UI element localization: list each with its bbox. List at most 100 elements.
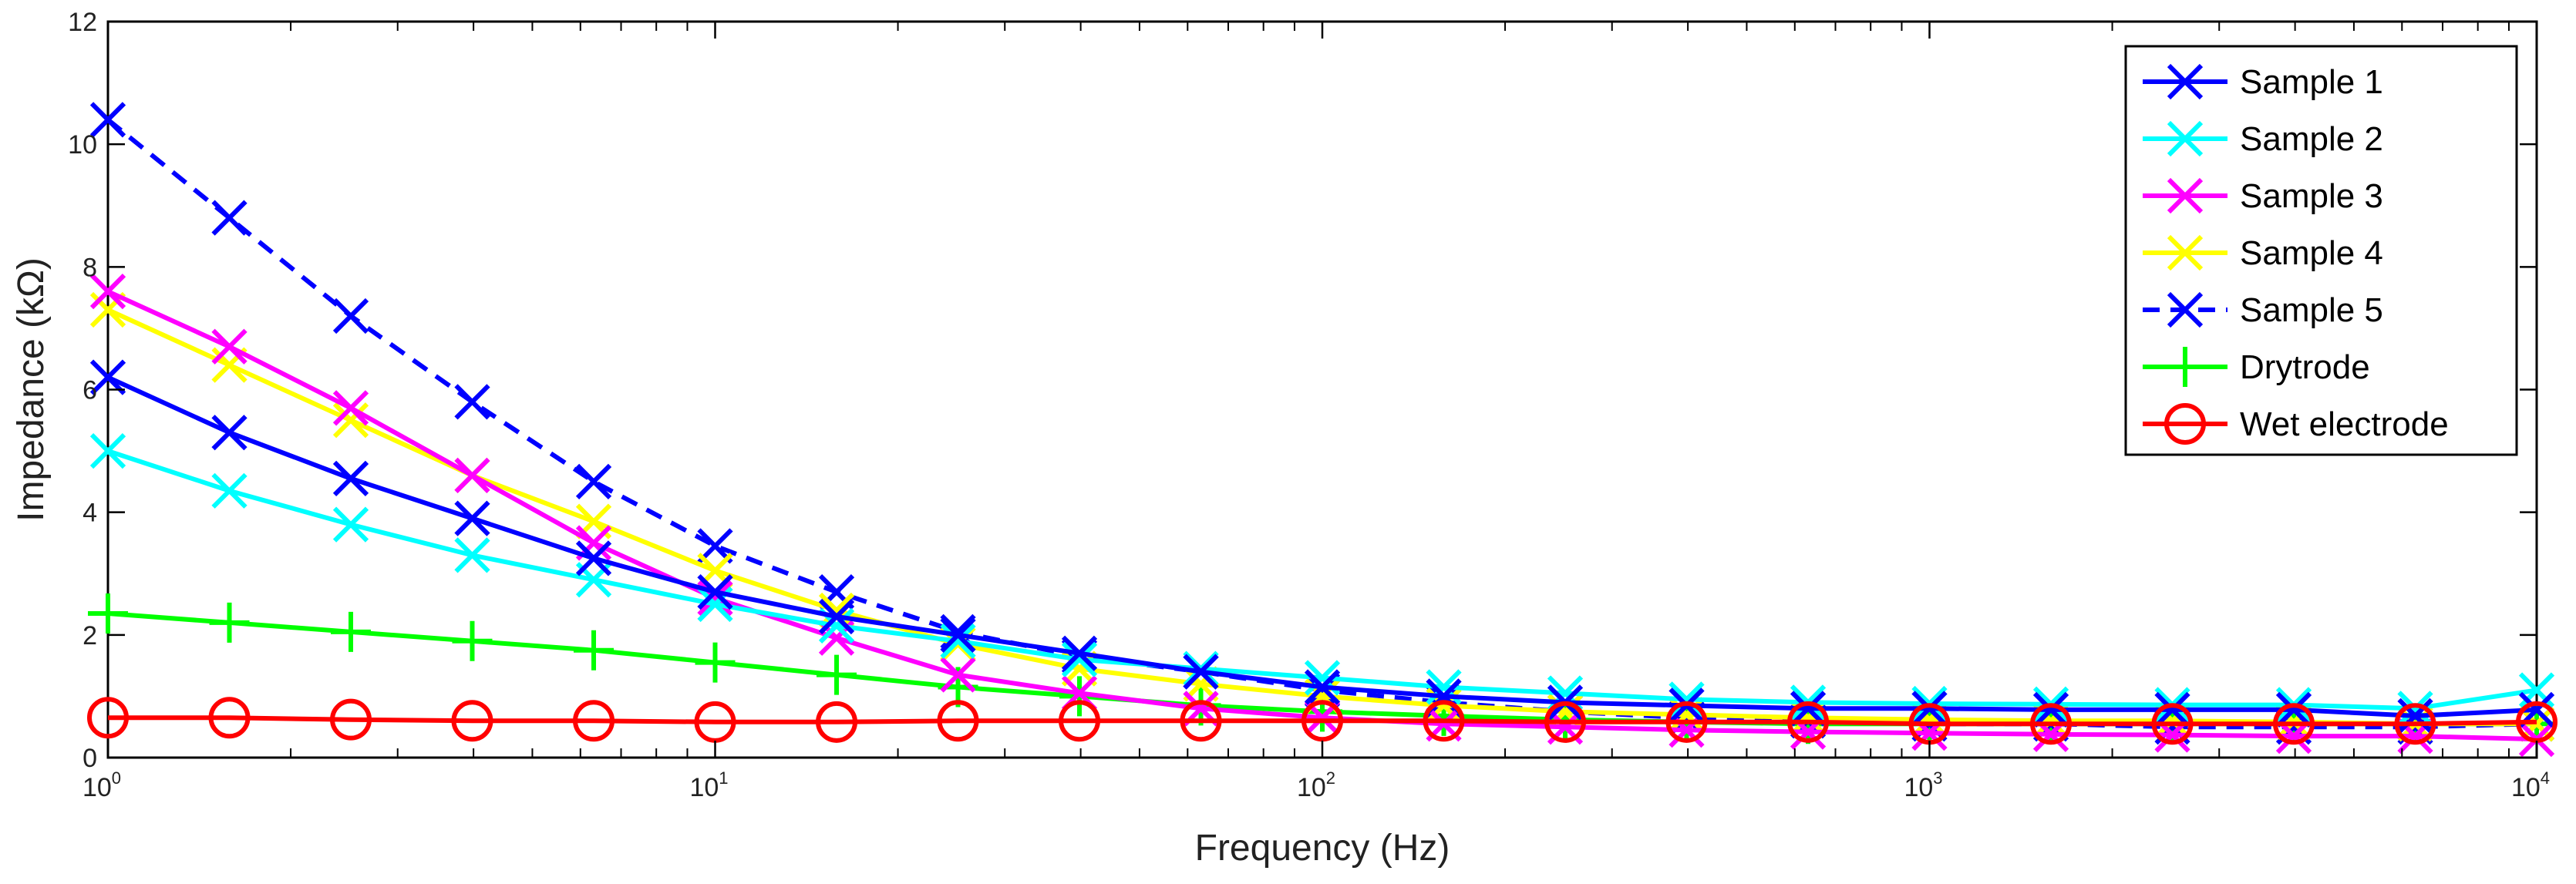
series-layer xyxy=(87,102,2557,758)
legend-swatch-marker xyxy=(2167,291,2204,328)
legend-items: Sample 1 Sample 2 Sample 3 Sample 4 Sample 5… xyxy=(2143,63,2449,445)
data-point-sample-3 xyxy=(332,390,369,426)
y-axis-label: Impedance (kΩ) xyxy=(11,257,52,522)
data-point-sample-2 xyxy=(332,506,369,543)
series-sample-2 xyxy=(89,432,2555,727)
data-point-sample-1 xyxy=(211,415,247,451)
data-point-wet-electrode xyxy=(208,697,251,739)
series-line-wet-electrode xyxy=(108,715,2537,727)
series-line-sample-2 xyxy=(107,449,2537,711)
x-tick-exponent: 1 xyxy=(719,768,728,788)
data-point-sample-3 xyxy=(211,328,247,365)
data-point-wet-electrode xyxy=(2272,703,2315,745)
data-point-sample-5 xyxy=(211,200,247,236)
legend-item-sample-2: Sample 2 xyxy=(2143,120,2383,158)
y-axis-ticks: 0 2 4 6 8 10 12 xyxy=(68,8,2537,773)
legend-swatch-marker xyxy=(2167,177,2204,214)
legend-swatch-marker xyxy=(2167,63,2204,100)
x-tick-label: 100 xyxy=(82,768,121,802)
data-point-wet-electrode xyxy=(2151,703,2194,745)
data-point-sample-2 xyxy=(211,472,247,509)
x-tick-label: 102 xyxy=(1297,768,1335,802)
x-tick-label: 104 xyxy=(2511,768,2550,802)
data-point-sample-5 xyxy=(575,463,612,499)
data-point-sample-1 xyxy=(332,460,369,497)
data-point-sample-1 xyxy=(89,359,126,395)
x-tick-exponent: 2 xyxy=(1326,768,1335,788)
data-point-sample-2 xyxy=(89,432,126,469)
legend-label: Sample 5 xyxy=(2240,291,2383,329)
legend-label: Sample 4 xyxy=(2240,234,2383,272)
legend-item-sample-3: Sample 3 xyxy=(2143,177,2383,215)
legend-swatch-marker xyxy=(2165,347,2205,387)
x-tick-label: 101 xyxy=(689,768,728,802)
legend-label: Sample 2 xyxy=(2240,120,2383,158)
series-wet-electrode xyxy=(87,697,2557,745)
data-point-wet-electrode xyxy=(1787,701,1830,743)
data-point-sample-5 xyxy=(454,384,490,420)
y-tick-label: 12 xyxy=(68,8,97,37)
x-tick-exponent: 4 xyxy=(2541,768,2550,788)
data-point-sample-4 xyxy=(818,592,855,629)
data-point-sample-5 xyxy=(89,102,126,138)
data-point-sample-1 xyxy=(1183,654,1219,690)
data-point-sample-1 xyxy=(2032,691,2069,728)
y-tick-label: 10 xyxy=(68,130,97,160)
data-point-wet-electrode xyxy=(2030,703,2073,745)
data-point-sample-4 xyxy=(332,402,369,439)
legend-swatch-marker xyxy=(2167,234,2204,271)
legend-label: Sample 3 xyxy=(2240,177,2383,215)
legend-item-sample-5: Sample 5 xyxy=(2143,291,2383,329)
data-point-drytrode xyxy=(695,642,736,683)
legend-label: Wet electrode xyxy=(2240,405,2449,443)
data-point-sample-1 xyxy=(1911,691,1948,727)
data-point-wet-electrode xyxy=(330,698,372,741)
data-point-wet-electrode xyxy=(1180,700,1222,742)
data-point-wet-electrode xyxy=(1665,701,1708,743)
data-point-sample-1 xyxy=(697,574,733,610)
legend-swatch-marker xyxy=(2167,120,2204,157)
data-point-sample-1 xyxy=(1061,635,1098,671)
x-tick-exponent: 3 xyxy=(1933,768,1942,788)
data-point-wet-electrode xyxy=(694,701,736,743)
legend-label: Sample 1 xyxy=(2240,63,2383,101)
data-point-wet-electrode xyxy=(1058,700,1100,742)
data-point-wet-electrode xyxy=(87,697,129,739)
data-point-sample-2 xyxy=(454,537,490,573)
data-point-sample-1 xyxy=(2397,697,2433,734)
legend-item-sample-1: Sample 1 xyxy=(2143,63,2383,101)
data-point-sample-2 xyxy=(1061,641,1098,677)
legend-item-sample-4: Sample 4 xyxy=(2143,234,2383,272)
data-point-sample-1 xyxy=(2275,691,2312,728)
data-point-wet-electrode xyxy=(573,700,615,742)
data-point-sample-1 xyxy=(818,598,855,635)
legend-label: Drytrode xyxy=(2240,348,2370,386)
data-point-wet-electrode xyxy=(2394,703,2436,745)
data-point-sample-5 xyxy=(332,297,369,334)
data-point-drytrode xyxy=(88,593,128,634)
data-point-wet-electrode xyxy=(2516,701,2557,743)
data-point-sample-2 xyxy=(2397,691,2433,727)
data-point-drytrode xyxy=(209,602,250,643)
data-point-sample-1 xyxy=(1790,691,1827,727)
data-point-sample-1 xyxy=(940,617,976,653)
data-point-sample-2 xyxy=(1669,681,1705,718)
y-tick-label: 2 xyxy=(82,621,97,650)
data-point-sample-1 xyxy=(1304,669,1341,705)
data-point-drytrode xyxy=(331,611,372,652)
legend-item-drytrode: Drytrode xyxy=(2143,347,2370,387)
x-tick-exponent: 0 xyxy=(112,768,121,788)
data-point-sample-3 xyxy=(940,657,976,693)
x-axis-label: Frequency (Hz) xyxy=(1195,828,1450,869)
data-point-sample-1 xyxy=(575,540,612,576)
series-sample-1 xyxy=(89,359,2555,734)
data-point-wet-electrode xyxy=(1301,700,1343,742)
data-point-drytrode xyxy=(452,620,493,661)
data-point-drytrode xyxy=(817,654,857,695)
data-point-wet-electrode xyxy=(816,701,858,743)
y-tick-label: 6 xyxy=(82,376,97,405)
data-point-wet-electrode xyxy=(937,700,979,742)
data-point-wet-electrode xyxy=(1544,701,1587,743)
